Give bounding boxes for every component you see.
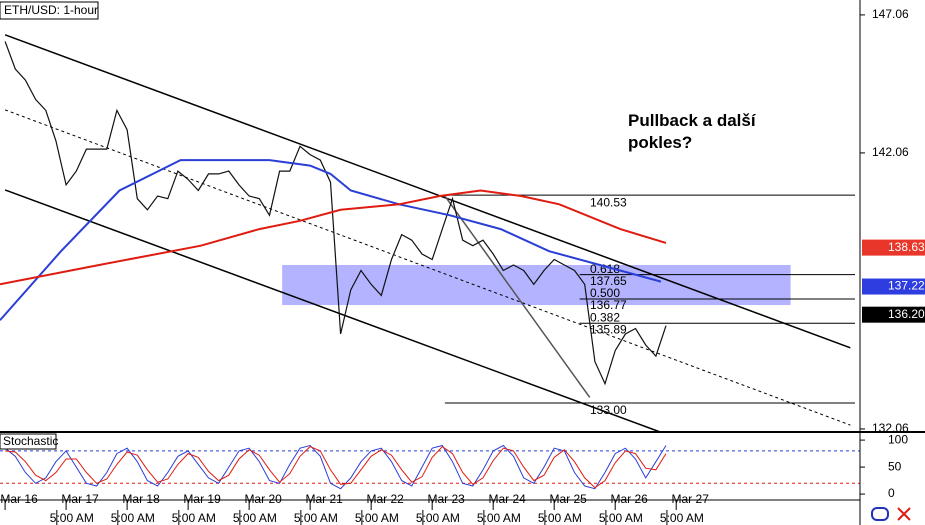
y-tick-label: 0	[888, 486, 895, 500]
x-tick-label: 5:00 AM	[50, 511, 94, 525]
fib-price: 135.89	[590, 322, 627, 336]
y-tick-label: 100	[888, 432, 908, 446]
y-tick-label: 50	[888, 459, 902, 473]
x-tick-label: 5:00 AM	[355, 511, 399, 525]
trendline	[4, 34, 851, 349]
x-tick-label: Mar 20	[244, 492, 282, 506]
x-tick-label: 5:00 AM	[111, 511, 155, 525]
x-tick-label: 5:00 AM	[477, 511, 521, 525]
x-tick-label: Mar 19	[183, 492, 221, 506]
price-label: 138.63	[888, 240, 925, 254]
x-tick-label: Mar 26	[611, 492, 649, 506]
price-box	[862, 239, 925, 256]
fib-price: 136.77	[590, 298, 627, 312]
fib-price: 133.00	[590, 403, 627, 417]
zone	[282, 264, 791, 306]
x-tick-label: Mar 24	[488, 492, 526, 506]
price-line	[0, 159, 662, 321]
y-tick-label: 147.06	[872, 7, 909, 21]
title-box	[0, 1, 99, 20]
x-tick-label: Mar 21	[305, 492, 343, 506]
price-label: 136.20	[888, 307, 925, 321]
x-tick-label: 5:00 AM	[294, 511, 338, 525]
x-tick-label: Mar 22	[366, 492, 404, 506]
x-tick-label: 5:00 AM	[599, 511, 643, 525]
fib-ratio: 0.382	[590, 310, 620, 324]
trendline	[4, 189, 661, 433]
x-tick-label: 5:00 AM	[538, 511, 582, 525]
annotation: Pullback a další pokles?	[628, 111, 756, 152]
x-tick-label: 5:00 AM	[233, 511, 277, 525]
x-tick-label: 5:00 AM	[172, 511, 216, 525]
y-tick-label: 142.06	[872, 145, 909, 159]
x-tick-label: Mar 25	[550, 492, 588, 506]
x-tick-label: Mar 18	[122, 492, 160, 506]
fib-price: 137.65	[590, 274, 627, 288]
price-box	[862, 278, 925, 295]
stoch-line	[5, 445, 667, 489]
x-tick-label: 5:00 AM	[660, 511, 704, 525]
stoch-line	[4, 444, 667, 490]
chart-title: ETH/USD: 1-hour	[4, 3, 98, 17]
indicator-title: Stochastic	[3, 434, 58, 448]
toolbar-icons[interactable]	[871, 507, 911, 521]
fib-price: 140.53	[590, 195, 627, 209]
link-icon[interactable]	[871, 507, 889, 521]
x-tick-label: Mar 27	[672, 492, 710, 506]
close-icon[interactable]	[897, 507, 911, 521]
price-line	[0, 189, 667, 286]
x-tick-label: Mar 16	[0, 492, 38, 506]
x-tick-label: 5:00 AM	[416, 511, 460, 525]
trendline	[444, 195, 591, 398]
price-label: 137.22	[888, 279, 925, 293]
x-tick-label: Mar 17	[61, 492, 99, 506]
fib-ratio: 0.500	[590, 286, 620, 300]
price-line	[4, 41, 667, 386]
x-tick-label: Mar 23	[427, 492, 465, 506]
indicator-box	[0, 433, 57, 450]
trendline	[4, 109, 851, 426]
price-box	[862, 306, 925, 323]
